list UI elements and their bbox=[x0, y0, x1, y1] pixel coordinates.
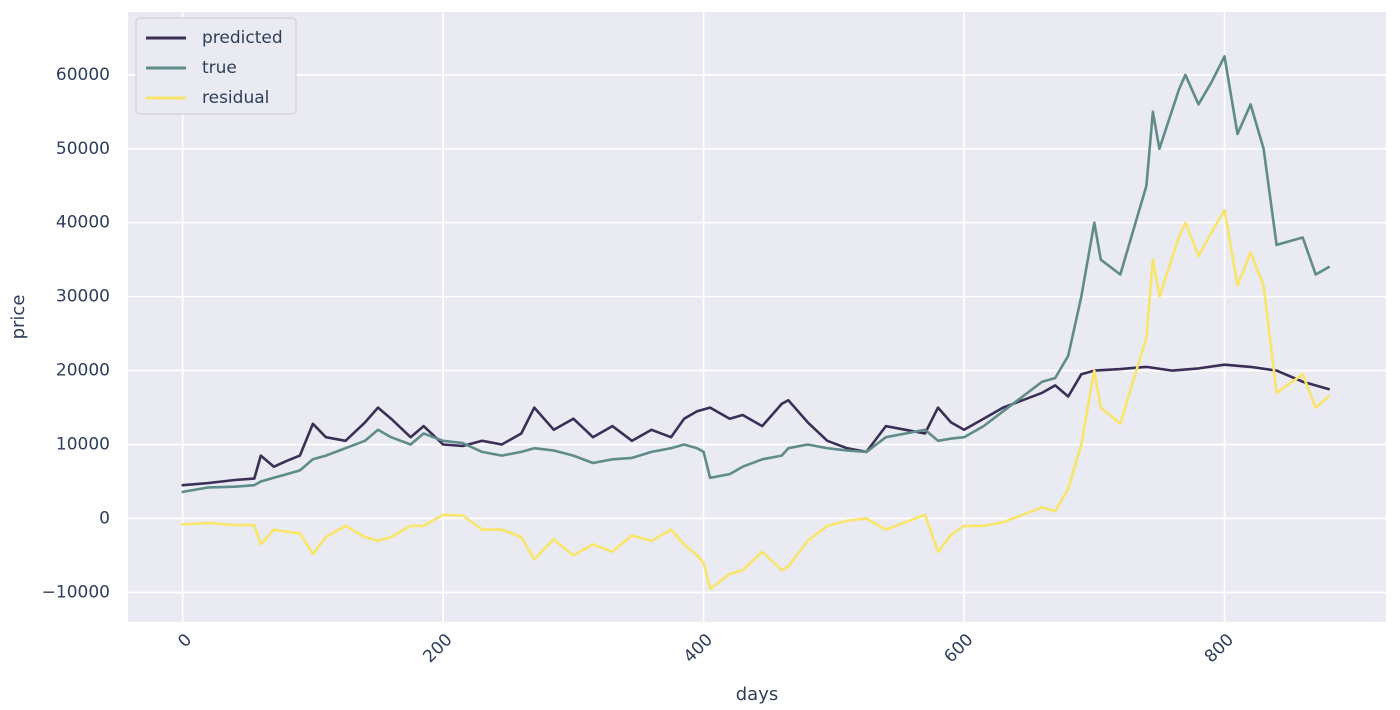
y-tick-label: 20000 bbox=[56, 361, 110, 381]
series-line-predicted bbox=[181, 363, 1330, 487]
y-tick-label: 0 bbox=[99, 508, 110, 528]
x-tick-label: 800 bbox=[1201, 630, 1238, 667]
y-tick-label: 10000 bbox=[56, 435, 110, 455]
grid bbox=[128, 12, 1386, 622]
series-lines bbox=[181, 55, 1330, 591]
y-tick-labels: −10000 0 10000 20000 30000 40000 50000 60000 bbox=[42, 65, 110, 603]
series-line-residual bbox=[181, 208, 1330, 591]
y-axis-label: price bbox=[8, 295, 29, 340]
y-tick-label: 60000 bbox=[56, 65, 110, 85]
y-tick-label: −10000 bbox=[42, 582, 110, 602]
x-axis-label: days bbox=[736, 684, 779, 705]
legend-label-true: true bbox=[202, 58, 237, 78]
x-tick-label: 600 bbox=[940, 630, 977, 667]
legend: predicted true residual bbox=[135, 17, 297, 115]
legend-label-predicted: predicted bbox=[202, 28, 283, 48]
x-tick-label: 0 bbox=[174, 630, 196, 652]
plot-background bbox=[128, 12, 1386, 622]
x-tick-labels: 0 200 400 600 800 bbox=[174, 630, 1238, 667]
y-tick-label: 50000 bbox=[56, 139, 110, 159]
y-tick-label: 40000 bbox=[56, 213, 110, 233]
x-tick-label: 200 bbox=[419, 630, 456, 667]
legend-box bbox=[135, 17, 297, 115]
y-tick-label: 30000 bbox=[56, 287, 110, 307]
legend-label-residual: residual bbox=[202, 88, 269, 108]
x-tick-label: 400 bbox=[680, 630, 717, 667]
series-line-true bbox=[181, 55, 1330, 494]
